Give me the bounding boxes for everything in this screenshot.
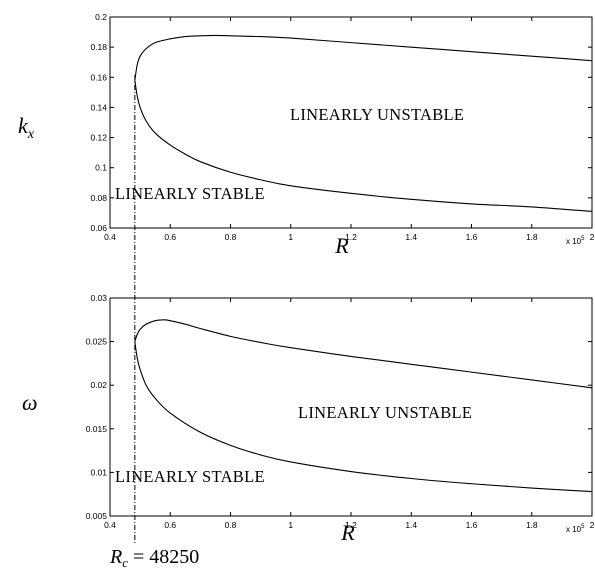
bottom-x-tick-label: 1.6 — [466, 520, 478, 530]
top-stable-label: LINEARLY STABLE — [115, 184, 265, 203]
bottom-y-tick-label: 0.03 — [90, 293, 107, 303]
top-chart: 0.4 0.6 0.8 1 1.2 1.4 1.6 1.8 2 0.060.080.10.120… — [18, 12, 595, 258]
top-x-tick-label: 0.8 — [225, 232, 237, 242]
top-x-tick-label: 2 — [590, 232, 595, 242]
top-y-tick-label: 0.06 — [90, 223, 107, 233]
bottom-y-tick-label: 0.02 — [90, 380, 107, 390]
top-x-tick-label: 1.6 — [466, 232, 478, 242]
top-y-tick-label: 0.16 — [90, 72, 107, 82]
bottom-x-tick-label: 1.8 — [526, 520, 538, 530]
bottom-x-scale-note: x 105 — [566, 524, 585, 534]
top-x-tick-label: 1 — [288, 232, 293, 242]
top-y-tick-label: 0.08 — [90, 193, 107, 203]
critical-r-label: Rc = 48250 — [109, 546, 199, 569]
bottom-chart: 0.4 0.6 0.8 1 1.2 1.4 1.6 1.8 2 0.0050.010.0150.… — [22, 293, 595, 545]
top-x-scale-note: x 105 — [566, 236, 585, 246]
top-y-tick-label: 0.12 — [90, 133, 107, 143]
top-x-tick-label: 0.4 — [104, 232, 116, 242]
bottom-y-tick-label: 0.005 — [86, 511, 108, 521]
top-unstable-label: LINEARLY UNSTABLE — [290, 105, 464, 124]
bottom-curves — [134, 319, 593, 493]
top-upper-branch — [134, 34, 593, 81]
bottom-y-tick-label: 0.025 — [86, 337, 108, 347]
top-y-tick-label: 0.14 — [90, 102, 107, 112]
top-y-tick-label: 0.1 — [95, 163, 107, 173]
bottom-x-tick-label: 0.6 — [164, 520, 176, 530]
bottom-y-ticks: 0.005 0.01 0.015 0.02 0.025 0.03 — [86, 293, 592, 521]
top-x-ticks: 0.4 0.6 0.8 1 1.2 1.4 1.6 1.8 2 — [104, 17, 595, 242]
bottom-unstable-label: LINEARLY UNSTABLE — [298, 403, 472, 422]
bottom-upper-branch — [134, 319, 593, 389]
bottom-y-tick-label: 0.015 — [86, 424, 108, 434]
bottom-x-tick-label: 2 — [590, 520, 595, 530]
bottom-x-tick-label: 0.8 — [225, 520, 237, 530]
top-y-tick-label: 0.2 — [95, 12, 107, 22]
top-x-tick-label: 1.2 — [345, 232, 357, 242]
top-x-tick-label: 0.6 — [164, 232, 176, 242]
bottom-y-tick-label: 0.01 — [90, 467, 107, 477]
top-y-ticks: 0.06 0.08 0.1 0.12 0.14 0.16 0.18 0.2 — [90, 12, 592, 233]
bottom-x-tick-label: 0.4 — [104, 520, 116, 530]
top-x-tick-label: 1.8 — [526, 232, 538, 242]
bottom-lower-branch — [134, 341, 593, 493]
bottom-x-tick-label: 1.4 — [405, 520, 417, 530]
top-y-axis-label: kx — [18, 113, 35, 142]
top-y-tick-label: 0.18 — [90, 42, 107, 52]
bottom-y-axis-label: ω — [22, 390, 38, 415]
bottom-x-ticks: 0.4 0.6 0.8 1 1.2 1.4 1.6 1.8 2 — [104, 298, 595, 530]
top-x-axis-label: R — [334, 233, 349, 258]
bottom-x-tick-label: 1 — [288, 520, 293, 530]
top-curves — [134, 34, 593, 212]
top-x-tick-label: 1.4 — [405, 232, 417, 242]
bottom-stable-label: LINEARLY STABLE — [115, 467, 265, 486]
bottom-x-axis-label: R — [340, 520, 355, 545]
bottom-x-tick-label: 1.2 — [345, 520, 357, 530]
top-lower-branch — [134, 80, 593, 212]
